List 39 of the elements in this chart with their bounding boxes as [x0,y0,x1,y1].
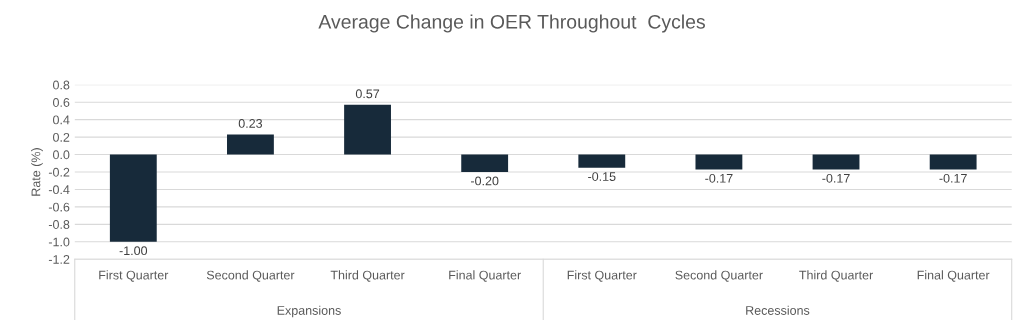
bar [578,154,626,168]
y-tick-label: -0.8 [48,220,70,229]
x-tick-label: Second Quarter [206,270,295,282]
y-axis-title: Rate (%) [31,148,43,196]
x-tick-label: Third Quarter [799,270,873,282]
x-tick-label: Final Quarter [449,270,521,282]
y-tick-label: 0.8 [53,80,70,90]
bar [227,134,274,155]
text: Recessions [746,305,810,315]
data-label: 0.57 [355,89,380,99]
data-label: -1.00 [119,246,148,256]
y-tick-label: -0.2 [48,167,70,177]
x-tick-label: First Quarter [99,270,169,282]
x-tick-label: Third Quarter [330,270,405,282]
y-tick-label: 0.4 [53,115,70,125]
y-tick-label: -0.6 [48,202,70,212]
x-tick-label: Second Quarter [675,270,763,282]
data-label: -0.20 [470,176,499,186]
y-tick-label: 0.6 [53,98,70,107]
bar [695,154,743,170]
data-label: -0.17 [939,173,967,183]
x-tick-label: Final Quarter [917,270,990,282]
y-tick-label: -1.2 [48,255,70,264]
text: Expansions [277,305,341,318]
bar [929,154,977,170]
data-label: -0.17 [705,173,733,183]
y-tick-label: 0.0 [53,150,70,160]
chart-title: Average Change in OER Throughout Cycles [318,14,705,33]
bar [461,154,509,172]
x-tick-label: First Quarter [567,270,637,282]
data-label: 0.23 [238,119,263,128]
data-label: -0.15 [588,172,616,181]
y-tick-label: 0.2 [53,132,70,142]
bar [812,154,860,170]
bar [344,104,391,155]
y-tick-label: -1.0 [48,237,70,247]
bar [109,154,157,242]
data-label: -0.17 [822,173,850,183]
y-tick-label: -0.4 [48,185,70,195]
